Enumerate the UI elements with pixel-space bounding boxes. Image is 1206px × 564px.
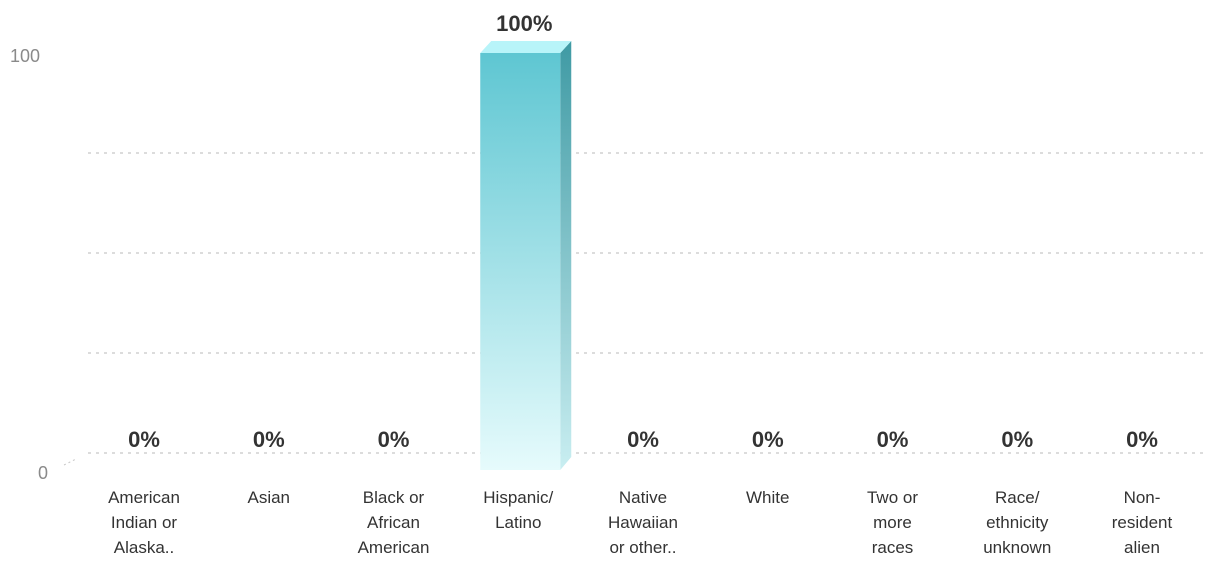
category-label: Black or African American [358,488,430,557]
axis-origin-stub [63,458,77,466]
y-axis: 0 100 [10,46,48,483]
category-label: Race/ethnicity unknown [983,488,1051,557]
category-label-line: Non- [1124,488,1161,507]
category-label: White [746,488,789,507]
category-label: Non-resident alien [1112,488,1173,557]
category-label: Two or more races [867,488,918,557]
category-label-line: or other.. [609,538,676,557]
category-label-line: American [108,488,180,507]
category-label: Hispanic/Latino [483,488,553,532]
category-label-line: White [746,488,789,507]
category-label-line: Latino [495,513,541,532]
category-label-line: alien [1124,538,1160,557]
category-label-line: African [367,513,420,532]
bar-front [480,53,561,470]
category-label: American Indian or Alaska.. [108,488,180,557]
category-label-line: Black or [363,488,425,507]
data-label: 0% [1126,427,1158,452]
category-labels: American Indian or Alaska.. Asian Black or Af… [108,488,1172,557]
data-labels: 0% 0% 0% 100% 0% 0% 0% 0% 0% [128,11,1158,452]
category-label-line: American [358,538,430,557]
data-label: 0% [253,427,285,452]
category-label-line: Race/ [995,488,1040,507]
gridlines [63,152,1206,466]
category-label-line: more [873,513,912,532]
category-label-line: resident [1112,513,1173,532]
category-label-line: Hispanic/ [483,488,553,507]
category-label-line: unknown [983,538,1051,557]
data-label: 100% [496,11,552,36]
bar [480,41,572,470]
data-label: 0% [752,427,784,452]
data-label: 0% [627,427,659,452]
y-tick-label: 100 [10,46,40,66]
bar-top [480,41,572,53]
data-label: 0% [128,427,160,452]
data-label: 0% [1001,427,1033,452]
category-label: Native Hawaiian or other.. [608,488,678,557]
data-label: 0% [378,427,410,452]
category-label-line: Hawaiian [608,513,678,532]
category-label-line: Alaska.. [114,538,174,557]
bars [480,41,572,470]
data-label: 0% [877,427,909,452]
category-label-line: Asian [247,488,290,507]
y-tick-label: 0 [38,463,48,483]
category-label-line: Native [619,488,667,507]
category-label-line: ethnicity [986,513,1049,532]
bar-side [560,41,572,470]
category-label-line: races [872,538,914,557]
category-label-line: Indian or [111,513,177,532]
category-label-line: Two or [867,488,918,507]
category-label: Asian [247,488,290,507]
